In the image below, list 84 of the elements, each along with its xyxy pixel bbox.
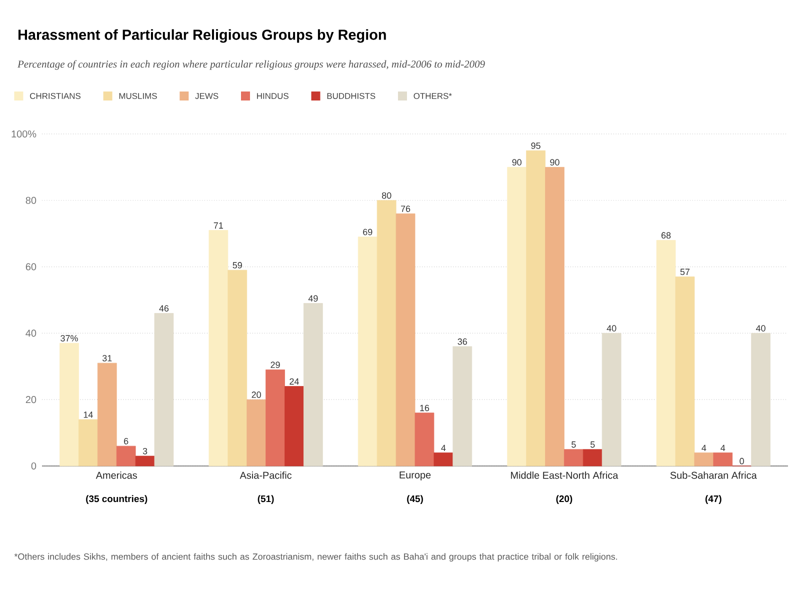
bar [116,446,136,466]
data-label: 90 [512,159,522,166]
bar [545,166,564,466]
bar [582,449,602,466]
text: (51) [258,495,274,504]
data-label: 0 [740,458,744,464]
legend-label: OTHERS* [414,92,452,99]
bar [452,346,472,466]
data-label: 5 [572,441,576,448]
legend-label: JEWS [195,92,218,99]
y-tick-label: 100% [12,130,36,138]
bar [60,342,79,466]
bar [208,230,228,466]
y-tick-label: 80 [26,196,36,204]
data-label: 14 [84,412,93,418]
data-label: 95 [531,142,540,149]
bar [135,456,155,466]
text: (20) [556,495,572,504]
data-label: 68 [662,232,671,239]
data-label: 40 [756,325,766,332]
data-label: 31 [102,355,112,362]
bar [97,362,117,466]
data-label: 29 [270,362,280,368]
x-tick-label: Middle East-North Africa [511,472,618,479]
bar [284,386,304,466]
bar [713,452,733,466]
bar [434,452,454,466]
data-label: 90 [550,159,560,166]
bar [396,213,416,466]
data-label: 16 [420,404,430,412]
data-label: 24 [290,378,299,385]
bar [694,452,714,466]
data-label: 4 [702,444,706,452]
data-label: 3 [142,448,148,454]
data-label: 57 [680,268,690,276]
bar [507,166,527,466]
bar [376,200,396,466]
legend-label: CHRISTIANS [30,92,81,99]
x-tick-label: Americas [96,472,138,479]
data-label: 36 [458,338,467,345]
y-tick-label: 40 [26,330,36,337]
x-tick-label: Sub-Saharan Africa [670,472,757,479]
bar [564,449,584,466]
text: (47) [705,495,722,504]
bar [751,332,770,466]
data-label: 69 [363,228,372,236]
legend-label: BUDDHISTS [327,92,376,99]
y-tick-label: 60 [26,263,36,270]
data-label: 4 [720,444,726,452]
x-tick-label: Asia-Pacific [240,472,292,479]
legend-label: HINDUS [257,92,288,99]
bar [414,412,434,466]
x-tick-label: Europe [400,472,431,480]
bar [304,303,323,466]
bar [675,276,695,466]
data-label: 37% [60,335,78,342]
data-label: 6 [124,438,128,444]
chart-title: Harassment of Particular Religious Groups by Region [18,29,386,43]
y-tick-label: 0 [31,462,36,470]
bar [656,240,676,466]
text: (35 countries) [86,495,148,504]
bar [78,419,98,466]
data-label: 49 [308,295,318,302]
data-label: 40 [606,325,616,332]
legend-label: MUSLIMS [119,92,157,99]
data-label: 5 [590,441,595,448]
y-tick-label: 20 [26,396,36,404]
data-label: 20 [252,392,261,398]
bar [228,270,248,466]
bar [154,313,174,466]
text: *Others includes Sikhs, members of ancient faiths such as Zoroastrianism, newer faiths such as Baha'i and groups that practice tribal or folk religions. [14,553,618,562]
bar [526,150,546,466]
bar [266,370,285,466]
data-label: 76 [401,206,410,212]
data-label: 59 [232,262,242,268]
data-label: 46 [159,305,169,312]
data-label: 80 [382,192,392,199]
data-label: 71 [214,222,223,229]
bar [358,236,378,466]
chart-subtitle: Percentage of countries in each region where particular religious groups were harassed, mid-2006 to mid-2009 [17,60,485,70]
bar [602,332,622,466]
data-label: 4 [441,444,446,452]
text: (45) [407,495,423,504]
bar [246,399,266,466]
